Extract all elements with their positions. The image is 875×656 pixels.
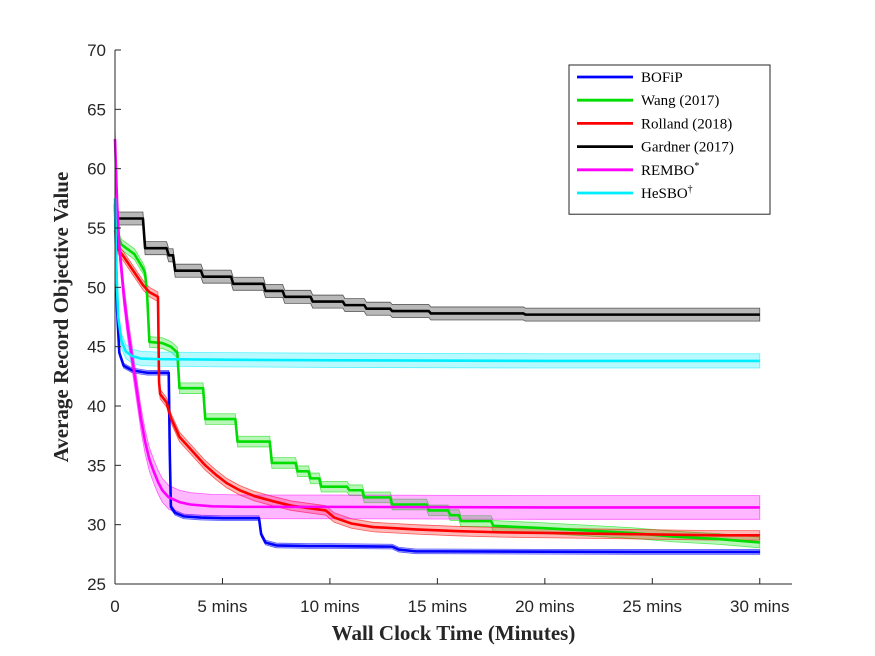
x-tick-label: 10 mins — [300, 597, 360, 616]
y-tick-label: 25 — [87, 575, 106, 594]
legend-box — [568, 64, 771, 215]
legend-entry: REMBO* — [641, 161, 699, 179]
y-tick-label: 35 — [87, 456, 106, 475]
y-ticks: 25 30 35 40 45 50 55 60 65 70 — [87, 41, 121, 594]
y-axis-title: Average Record Objective Value — [49, 172, 73, 463]
line-hesbo — [113, 198, 760, 363]
legend-entry: HeSBO† — [641, 184, 693, 202]
legend-entry: Gardner (2017) — [641, 140, 734, 156]
x-tick-label: 30 mins — [730, 597, 790, 616]
legend-entry: BOFiP — [641, 70, 683, 86]
y-tick-label: 55 — [87, 219, 106, 238]
line-rembo — [113, 138, 760, 509]
y-tick-label: 60 — [87, 160, 106, 179]
x-tick-label: 25 mins — [623, 597, 683, 616]
legend: BOFiP Wang (2017) Rolland (2018) Gardner (2… — [568, 64, 771, 215]
x-tick-label: 20 mins — [515, 597, 575, 616]
y-tick-label: 30 — [87, 516, 106, 535]
series-lines — [113, 138, 760, 554]
x-tick-label: 0 — [110, 597, 119, 616]
y-tick-label: 70 — [87, 41, 106, 60]
x-tick-label: 15 mins — [408, 597, 468, 616]
legend-entry: Wang (2017) — [641, 93, 719, 109]
legend-entry: Rolland (2018) — [641, 116, 732, 132]
band-rembo — [114, 127, 761, 520]
y-tick-label: 40 — [87, 397, 106, 416]
line-gardner-2017 — [114, 214, 760, 316]
y-tick-label: 50 — [87, 278, 106, 297]
x-ticks: 0 5 mins 10 mins 15 mins 20 mins 25 mins 30 mi… — [110, 578, 790, 616]
x-axis-title: Wall Clock Time (Minutes) — [332, 621, 576, 645]
axes — [114, 50, 792, 585]
y-tick-label: 65 — [87, 100, 106, 119]
x-tick-label: 5 mins — [197, 597, 247, 616]
y-tick-label: 45 — [87, 338, 106, 357]
band-hesbo — [114, 191, 761, 369]
line-wang-2017 — [113, 210, 760, 544]
line-rolland-2018 — [113, 230, 760, 537]
band-gardner-2017 — [114, 208, 761, 322]
